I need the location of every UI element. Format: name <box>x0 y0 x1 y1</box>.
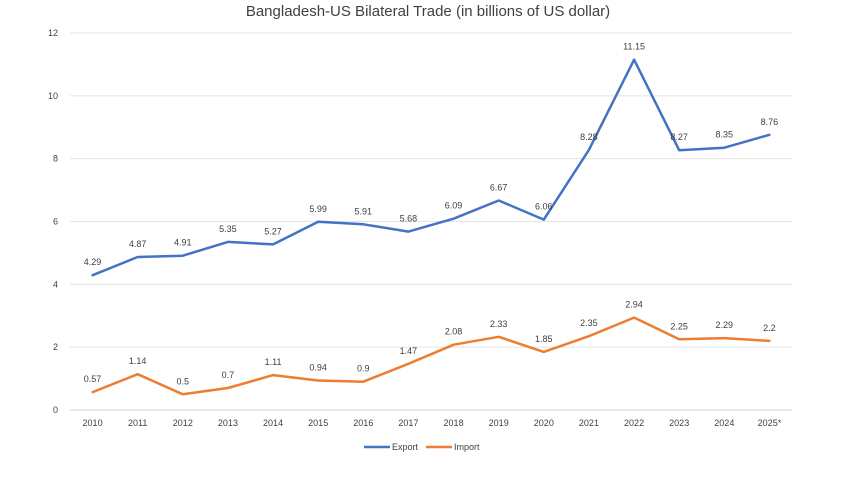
y-tick-label: 2 <box>53 342 58 352</box>
x-tick-label: 2018 <box>444 418 464 428</box>
data-label-import: 1.47 <box>400 346 418 356</box>
x-tick-label: 2023 <box>669 418 689 428</box>
y-tick-label: 12 <box>48 28 58 38</box>
data-label-export: 4.91 <box>174 238 192 248</box>
x-tick-label: 2014 <box>263 418 283 428</box>
x-tick-label: 2020 <box>534 418 554 428</box>
series-lines <box>91 58 771 396</box>
data-label-import: 0.5 <box>177 376 190 386</box>
series-line-export <box>91 58 771 277</box>
data-label-import: 2.33 <box>490 319 508 329</box>
data-label-import: 1.14 <box>129 356 147 366</box>
data-label-export: 5.27 <box>264 226 282 236</box>
data-labels: 4.29 4.87 4.91 5.35 5.27 5.99 5.91 5.68 6.09 6.67… <box>84 42 778 387</box>
data-label-export: 4.29 <box>84 257 102 267</box>
data-label-import: 0.94 <box>309 362 327 372</box>
x-tick-label: 2015 <box>308 418 328 428</box>
data-label-export: 8.76 <box>761 117 779 127</box>
data-label-import: 2.94 <box>625 300 643 310</box>
x-tick-label: 2019 <box>489 418 509 428</box>
data-label-import: 0.57 <box>84 374 102 384</box>
data-label-export: 8.28 <box>580 132 598 142</box>
data-label-import: 0.9 <box>357 364 370 374</box>
data-label-import: 2.2 <box>763 323 776 333</box>
x-tick-label: 2021 <box>579 418 599 428</box>
x-tick-label: 2025* <box>758 418 782 428</box>
y-tick-label: 4 <box>53 279 58 289</box>
data-label-export: 4.87 <box>129 239 147 249</box>
x-tick-label: 2017 <box>398 418 418 428</box>
legend-label-export: Export <box>392 442 419 452</box>
data-label-import: 2.35 <box>580 318 598 328</box>
data-label-export: 6.06 <box>535 202 553 212</box>
chart-title: Bangladesh-US Bilateral Trade (in billio… <box>246 3 610 20</box>
x-tick-label: 2013 <box>218 418 238 428</box>
x-tick-label: 2012 <box>173 418 193 428</box>
x-tick-label: 2011 <box>128 418 147 428</box>
data-label-export: 5.68 <box>400 214 418 224</box>
data-label-import: 1.85 <box>535 334 553 344</box>
series-line-import <box>91 316 771 396</box>
data-label-export: 5.99 <box>309 204 327 214</box>
data-label-export: 5.35 <box>219 224 237 234</box>
x-tick-label: 2022 <box>624 418 644 428</box>
data-label-import: 2.08 <box>445 327 463 337</box>
legend-label-import: Import <box>454 442 480 452</box>
data-label-export: 6.09 <box>445 201 463 211</box>
x-tick-label: 2010 <box>83 418 103 428</box>
data-label-import: 1.11 <box>265 357 282 367</box>
data-label-export: 6.67 <box>490 182 508 192</box>
x-axis: 2010 2011 2012 2013 2014 2015 2016 2017 2018 2019… <box>83 418 782 428</box>
y-axis: 0 2 4 6 8 10 12 <box>48 28 58 415</box>
data-label-export: 8.27 <box>670 132 688 142</box>
data-label-import: 2.29 <box>716 320 734 330</box>
x-tick-label: 2024 <box>714 418 734 428</box>
data-label-import: 0.7 <box>222 370 235 380</box>
legend: Export Import <box>364 442 480 452</box>
y-tick-label: 6 <box>53 217 58 227</box>
gridlines <box>70 32 792 411</box>
y-tick-label: 8 <box>53 154 58 164</box>
y-tick-label: 10 <box>48 91 58 101</box>
x-tick-label: 2016 <box>353 418 373 428</box>
data-label-import: 2.25 <box>670 321 688 331</box>
data-label-export: 11.15 <box>623 42 645 52</box>
y-tick-label: 0 <box>53 405 58 415</box>
data-label-export: 5.91 <box>355 206 373 216</box>
data-label-export: 8.35 <box>716 130 734 140</box>
